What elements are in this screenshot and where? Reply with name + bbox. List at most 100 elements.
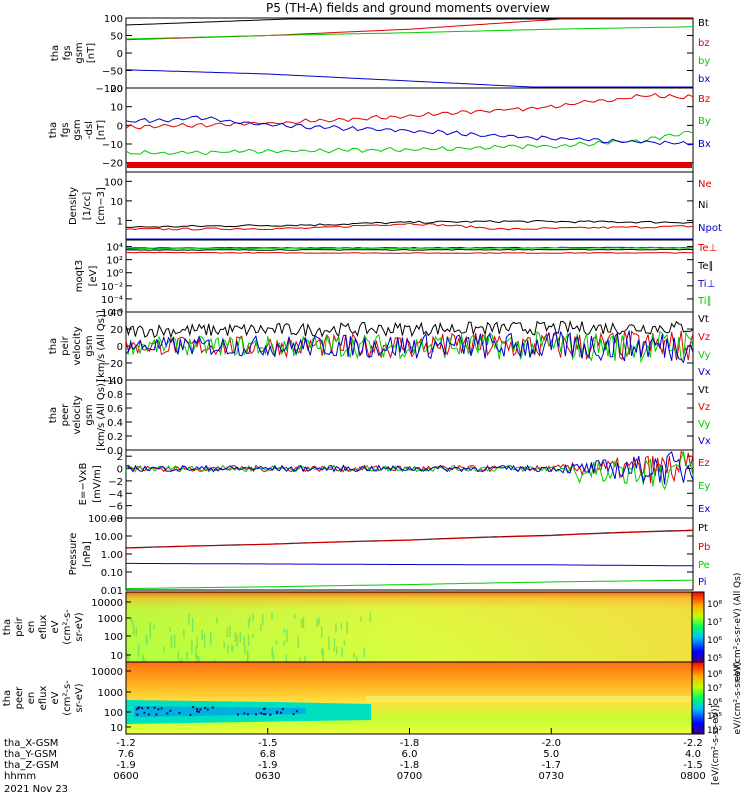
y-axis-label: [mV/m] — [92, 465, 103, 503]
spectrogram-streak — [183, 629, 185, 639]
y-axis-label: velocity — [72, 395, 83, 434]
y-tick-label: 0.01 — [101, 586, 123, 597]
spectrogram-streak — [135, 626, 138, 637]
spectrogram-streak — [203, 633, 206, 648]
spectrogram-streak — [247, 634, 250, 647]
spectrogram-streak — [198, 656, 200, 663]
x-axis-row-label: tha_Y-GSM — [4, 749, 57, 760]
y-tick-label: −8 — [108, 514, 123, 525]
colorbar-tick-label: 10⁶ — [707, 636, 722, 646]
series-line-temperature-1 — [125, 248, 694, 251]
series-line-fgs_gsm-2 — [125, 26, 693, 40]
colorbar-units-label: [eV/(cm²-s-sr-eV)] — [711, 705, 721, 785]
y-tick-label: 100 — [104, 177, 123, 188]
series-line-efield-2 — [125, 451, 694, 485]
y-tick-label: 10⁰ — [106, 269, 123, 280]
series-line-pressure-2 — [125, 579, 694, 590]
y-axis-label: (cm²-s- — [62, 680, 73, 716]
legend-peer_velocity-3: Vx — [698, 436, 711, 447]
spectrogram-dot — [189, 713, 192, 716]
legend-fgs_dsl-2: Bx — [698, 139, 711, 150]
y-tick-label: −2 — [108, 477, 123, 488]
y-tick-label: 1.0 — [107, 376, 123, 387]
spectrogram-streak — [316, 618, 318, 628]
spectrogram-streak — [201, 629, 203, 640]
spectrogram-streak — [302, 617, 305, 629]
spectrogram-streak — [321, 647, 324, 656]
y-tick-label: −40 — [102, 376, 123, 387]
series-line-peir_velocity-0 — [125, 319, 694, 339]
spectrogram-dot — [269, 713, 272, 716]
y-tick-label: 0 — [117, 465, 123, 476]
y-axis-label: tha — [48, 122, 59, 138]
y-axis-label: gsm — [74, 42, 85, 63]
y-tick-label: 10⁴ — [106, 243, 123, 254]
legend-peir_velocity-1: Vz — [698, 332, 710, 343]
colorbar-label: eV/(cm²-s-sr-eV) — [733, 661, 743, 734]
y-axis-label: fgs — [62, 45, 73, 60]
y-tick-label: 0.6 — [107, 404, 123, 415]
spectrogram-streak — [322, 652, 324, 664]
panel-peer_velocity: 1.0 0.8 0.6 0.4 0.2 0.0 tha peer velocity gsm [km/… — [48, 376, 711, 457]
x-tick-label: -1.5 — [683, 760, 703, 771]
y-tick-label: −10 — [102, 140, 123, 151]
legend-fgs_dsl-1: By — [698, 116, 711, 127]
x-tick-label: -1.9 — [116, 760, 136, 771]
y-tick-label: 40 — [110, 308, 123, 319]
y-tick-label: 10 — [110, 723, 123, 734]
legend-peir_velocity-0: Vt — [698, 314, 709, 325]
spectrogram-streak — [231, 646, 234, 652]
series-line-peir_velocity-2 — [125, 330, 694, 364]
spectrogram-dot — [243, 712, 246, 715]
spectrogram-streak — [153, 624, 156, 629]
series-line-fgs_dsl-0 — [125, 93, 694, 130]
spectrogram-streak — [216, 617, 218, 624]
y-tick-label: −6 — [108, 502, 123, 513]
x-axis-row-label: hhmm — [4, 771, 36, 782]
spectrogram-streak — [191, 640, 193, 654]
panel-peir_velocity: 40 20 0 −20 −40 tha peir velocity gsm [km/s (All … — [48, 308, 711, 387]
spectrogram-streak — [247, 619, 250, 628]
spectrogram-streak — [186, 651, 188, 661]
y-tick-label: 50 — [110, 32, 123, 43]
spectrogram-streak — [227, 645, 229, 654]
spectrogram-overlay — [126, 592, 693, 662]
spectrogram-streak — [234, 631, 237, 642]
y-tick-label: 10 — [110, 103, 123, 114]
y-axis-label: gsm — [84, 335, 95, 356]
spectrogram-streak — [243, 636, 245, 647]
spectrogram-streak — [320, 648, 323, 654]
legend-fgs_gsm-3: bx — [698, 74, 710, 85]
x-tick-label: -1.7 — [541, 760, 561, 771]
spectrogram-streak — [336, 646, 338, 655]
spectrogram-dot — [292, 713, 295, 716]
spectrogram-streak — [132, 625, 135, 636]
y-axis-label: (cm²-s- — [62, 609, 73, 645]
y-tick-label: 10 — [110, 651, 123, 662]
spectrogram-dot — [255, 713, 258, 716]
legend-peer_velocity-1: Vz — [698, 402, 710, 413]
y-axis-label: peer — [14, 686, 25, 710]
y-tick-label: −20 — [102, 359, 123, 370]
spectrogram-streak — [239, 631, 242, 643]
y-axis-label: en — [26, 621, 37, 634]
legend-pressure-1: Pb — [698, 542, 710, 553]
spectrogram-dot — [276, 712, 279, 715]
x-tick-label: -2.2 — [683, 738, 703, 749]
y-tick-label: 0.0 — [107, 446, 123, 457]
x-axis-row-label: tha_X-GSM — [4, 738, 58, 749]
y-tick-label: 1.00 — [101, 550, 123, 561]
y-tick-label: 20 — [110, 325, 123, 336]
spectrogram-streak — [360, 616, 362, 622]
legend-temperature-3: Ti∥ — [697, 296, 712, 307]
y-tick-label: 100 — [104, 14, 123, 25]
spectrogram-streak — [262, 614, 264, 625]
legend-efield-1: Ey — [698, 481, 710, 492]
y-axis-label: [1/cc] — [82, 192, 93, 221]
colorbar-tick-label: 10² — [707, 726, 722, 736]
spectrogram-dot — [146, 706, 149, 709]
x-tick-label: 0800 — [680, 771, 705, 782]
legend-peir_velocity-3: Vx — [698, 367, 711, 378]
spectrogram-dot — [236, 713, 239, 716]
legend-density-2: Npot — [698, 223, 722, 234]
